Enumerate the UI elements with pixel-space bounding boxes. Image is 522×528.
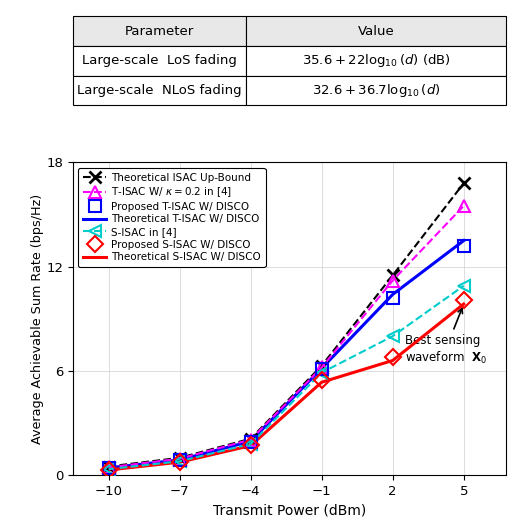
T-ISAC W/ $\kappa = 0.2$ in [4]	[247, 437, 254, 443]
Theoretical S-ISAC W/ DISCO	[389, 357, 396, 364]
T-ISAC W/ $\kappa = 0.2$ in [4]	[389, 277, 396, 284]
Theoretical T-ISAC W/ DISCO	[460, 238, 467, 244]
Proposed T-ISAC W/ DISCO	[105, 465, 112, 472]
S-ISAC in [4]	[247, 441, 254, 447]
S-ISAC in [4]	[389, 333, 396, 340]
S-ISAC in [4]	[105, 466, 112, 472]
Line: S-ISAC in [4]: S-ISAC in [4]	[103, 280, 469, 475]
Theoretical S-ISAC W/ DISCO	[247, 442, 254, 449]
Proposed S-ISAC W/ DISCO	[247, 441, 254, 448]
Y-axis label: Average Achievable Sum Rate (bps/Hz): Average Achievable Sum Rate (bps/Hz)	[31, 194, 43, 444]
Theoretical T-ISAC W/ DISCO	[176, 457, 183, 463]
Theoretical S-ISAC W/ DISCO	[318, 379, 325, 385]
T-ISAC W/ $\kappa = 0.2$ in [4]	[318, 364, 325, 371]
Legend: Theoretical ISAC Up-Bound, T-ISAC W/ $\kappa = 0.2$ in [4], Proposed T-ISAC W/ D: Theoretical ISAC Up-Bound, T-ISAC W/ $\k…	[78, 167, 266, 267]
Theoretical ISAC Up-Bound	[318, 363, 325, 369]
Proposed T-ISAC W/ DISCO	[460, 242, 467, 249]
Line: T-ISAC W/ $\kappa = 0.2$ in [4]: T-ISAC W/ $\kappa = 0.2$ in [4]	[103, 200, 469, 473]
S-ISAC in [4]	[176, 458, 183, 465]
Proposed S-ISAC W/ DISCO	[460, 297, 467, 303]
Theoretical T-ISAC W/ DISCO	[318, 365, 325, 372]
Line: Proposed S-ISAC W/ DISCO: Proposed S-ISAC W/ DISCO	[103, 294, 469, 475]
T-ISAC W/ $\kappa = 0.2$ in [4]	[176, 456, 183, 462]
Line: Theoretical ISAC Up-Bound: Theoretical ISAC Up-Bound	[103, 177, 469, 472]
S-ISAC in [4]	[460, 282, 467, 289]
T-ISAC W/ $\kappa = 0.2$ in [4]	[105, 464, 112, 470]
Proposed S-ISAC W/ DISCO	[176, 458, 183, 465]
Proposed S-ISAC W/ DISCO	[318, 376, 325, 383]
Theoretical S-ISAC W/ DISCO	[105, 467, 112, 473]
Theoretical ISAC Up-Bound	[460, 180, 467, 186]
Proposed S-ISAC W/ DISCO	[105, 466, 112, 473]
Theoretical T-ISAC W/ DISCO	[247, 438, 254, 445]
Theoretical ISAC Up-Bound	[247, 436, 254, 442]
Line: Theoretical S-ISAC W/ DISCO: Theoretical S-ISAC W/ DISCO	[109, 304, 464, 470]
S-ISAC in [4]	[318, 370, 325, 376]
Line: Theoretical T-ISAC W/ DISCO: Theoretical T-ISAC W/ DISCO	[109, 241, 464, 468]
T-ISAC W/ $\kappa = 0.2$ in [4]	[460, 203, 467, 209]
Theoretical S-ISAC W/ DISCO	[460, 301, 467, 307]
Theoretical ISAC Up-Bound	[389, 272, 396, 278]
Line: Proposed T-ISAC W/ DISCO: Proposed T-ISAC W/ DISCO	[102, 240, 470, 475]
Theoretical T-ISAC W/ DISCO	[389, 291, 396, 298]
Proposed T-ISAC W/ DISCO	[247, 439, 254, 445]
Theoretical ISAC Up-Bound	[176, 455, 183, 461]
X-axis label: Transmit Power (dBm): Transmit Power (dBm)	[213, 504, 366, 517]
Theoretical T-ISAC W/ DISCO	[105, 465, 112, 471]
Proposed T-ISAC W/ DISCO	[176, 457, 183, 464]
Theoretical ISAC Up-Bound	[105, 464, 112, 470]
Proposed S-ISAC W/ DISCO	[389, 354, 396, 360]
Proposed T-ISAC W/ DISCO	[318, 366, 325, 372]
Theoretical S-ISAC W/ DISCO	[176, 459, 183, 465]
Text: Best sensing
waveform  $\mathbf{X}_0$: Best sensing waveform $\mathbf{X}_0$	[405, 308, 487, 366]
Proposed T-ISAC W/ DISCO	[389, 295, 396, 301]
